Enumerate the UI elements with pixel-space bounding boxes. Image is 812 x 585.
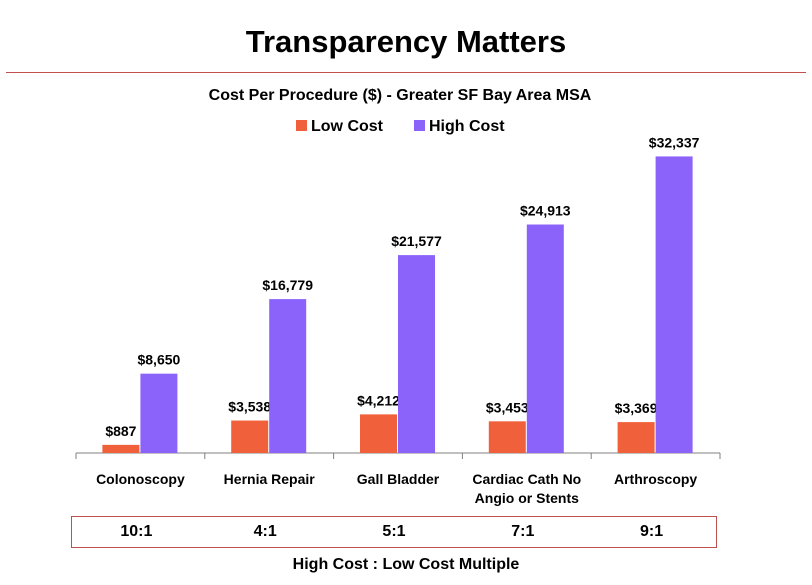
- low-cost-bar-5: [617, 422, 655, 453]
- category-label-1: Colonoscopy: [96, 471, 185, 487]
- high-cost-bar-5: [655, 156, 693, 453]
- low-cost-bar-1: [102, 444, 140, 453]
- title-divider: [6, 72, 806, 73]
- category-label-4: Cardiac Cath No Angio or Stents: [472, 471, 581, 506]
- low-cost-bar-3: [360, 414, 397, 453]
- low-cost-label-1: $887: [105, 423, 136, 439]
- chart-title: Cost Per Procedure ($) - Greater SF Bay …: [209, 87, 592, 104]
- legend-swatch-1: [296, 120, 307, 131]
- category-label-3: Gall Bladder: [357, 471, 440, 487]
- ratio-cell-5: 9:1: [640, 523, 664, 540]
- low-cost-label-3: $4,212: [357, 392, 400, 408]
- high-cost-label-5: $32,337: [649, 134, 700, 150]
- ratio-table: 10:1 4:1 5:1 7:1 9:1: [71, 516, 717, 548]
- high-cost-bar-3: [398, 255, 435, 453]
- high-cost-label-2: $16,779: [262, 277, 313, 293]
- high-cost-bar-1: [140, 373, 178, 453]
- low-cost-label-2: $3,538: [228, 399, 271, 415]
- high-cost-label-4: $24,913: [520, 203, 571, 219]
- high-cost-label-3: $21,577: [391, 233, 442, 249]
- category-label-2: Hernia Repair: [224, 471, 316, 487]
- ratio-cell-1: 10:1: [120, 523, 153, 540]
- legend-label-1: Low Cost: [311, 118, 384, 135]
- legend-label-2: High Cost: [429, 118, 505, 135]
- low-cost-label-4: $3,453: [486, 399, 529, 415]
- chart-legend: Low Cost High Cost: [296, 118, 505, 135]
- plot-area: $887 $8,650 Colonoscopy $3,538 $16,779 Hernia…: [75, 134, 721, 506]
- low-cost-bar-4: [488, 421, 526, 453]
- ratio-cell-2: 4:1: [253, 523, 277, 540]
- legend-swatch-2: [414, 120, 425, 131]
- high-cost-label-1: $8,650: [137, 352, 180, 368]
- high-cost-bar-2: [269, 299, 307, 453]
- bar-chart: Cost Per Procedure ($) - Greater SF Bay …: [75, 87, 721, 506]
- ratio-caption: High Cost : Low Cost Multiple: [292, 556, 520, 573]
- low-cost-label-5: $3,369: [615, 400, 658, 416]
- high-cost-bar-4: [526, 224, 564, 453]
- ratio-cell-4: 7:1: [511, 523, 535, 540]
- category-label-5: Arthroscopy: [614, 471, 697, 487]
- page-title: Transparency Matters: [245, 24, 567, 59]
- low-cost-bar-2: [231, 420, 269, 453]
- ratio-cell-3: 5:1: [382, 523, 406, 540]
